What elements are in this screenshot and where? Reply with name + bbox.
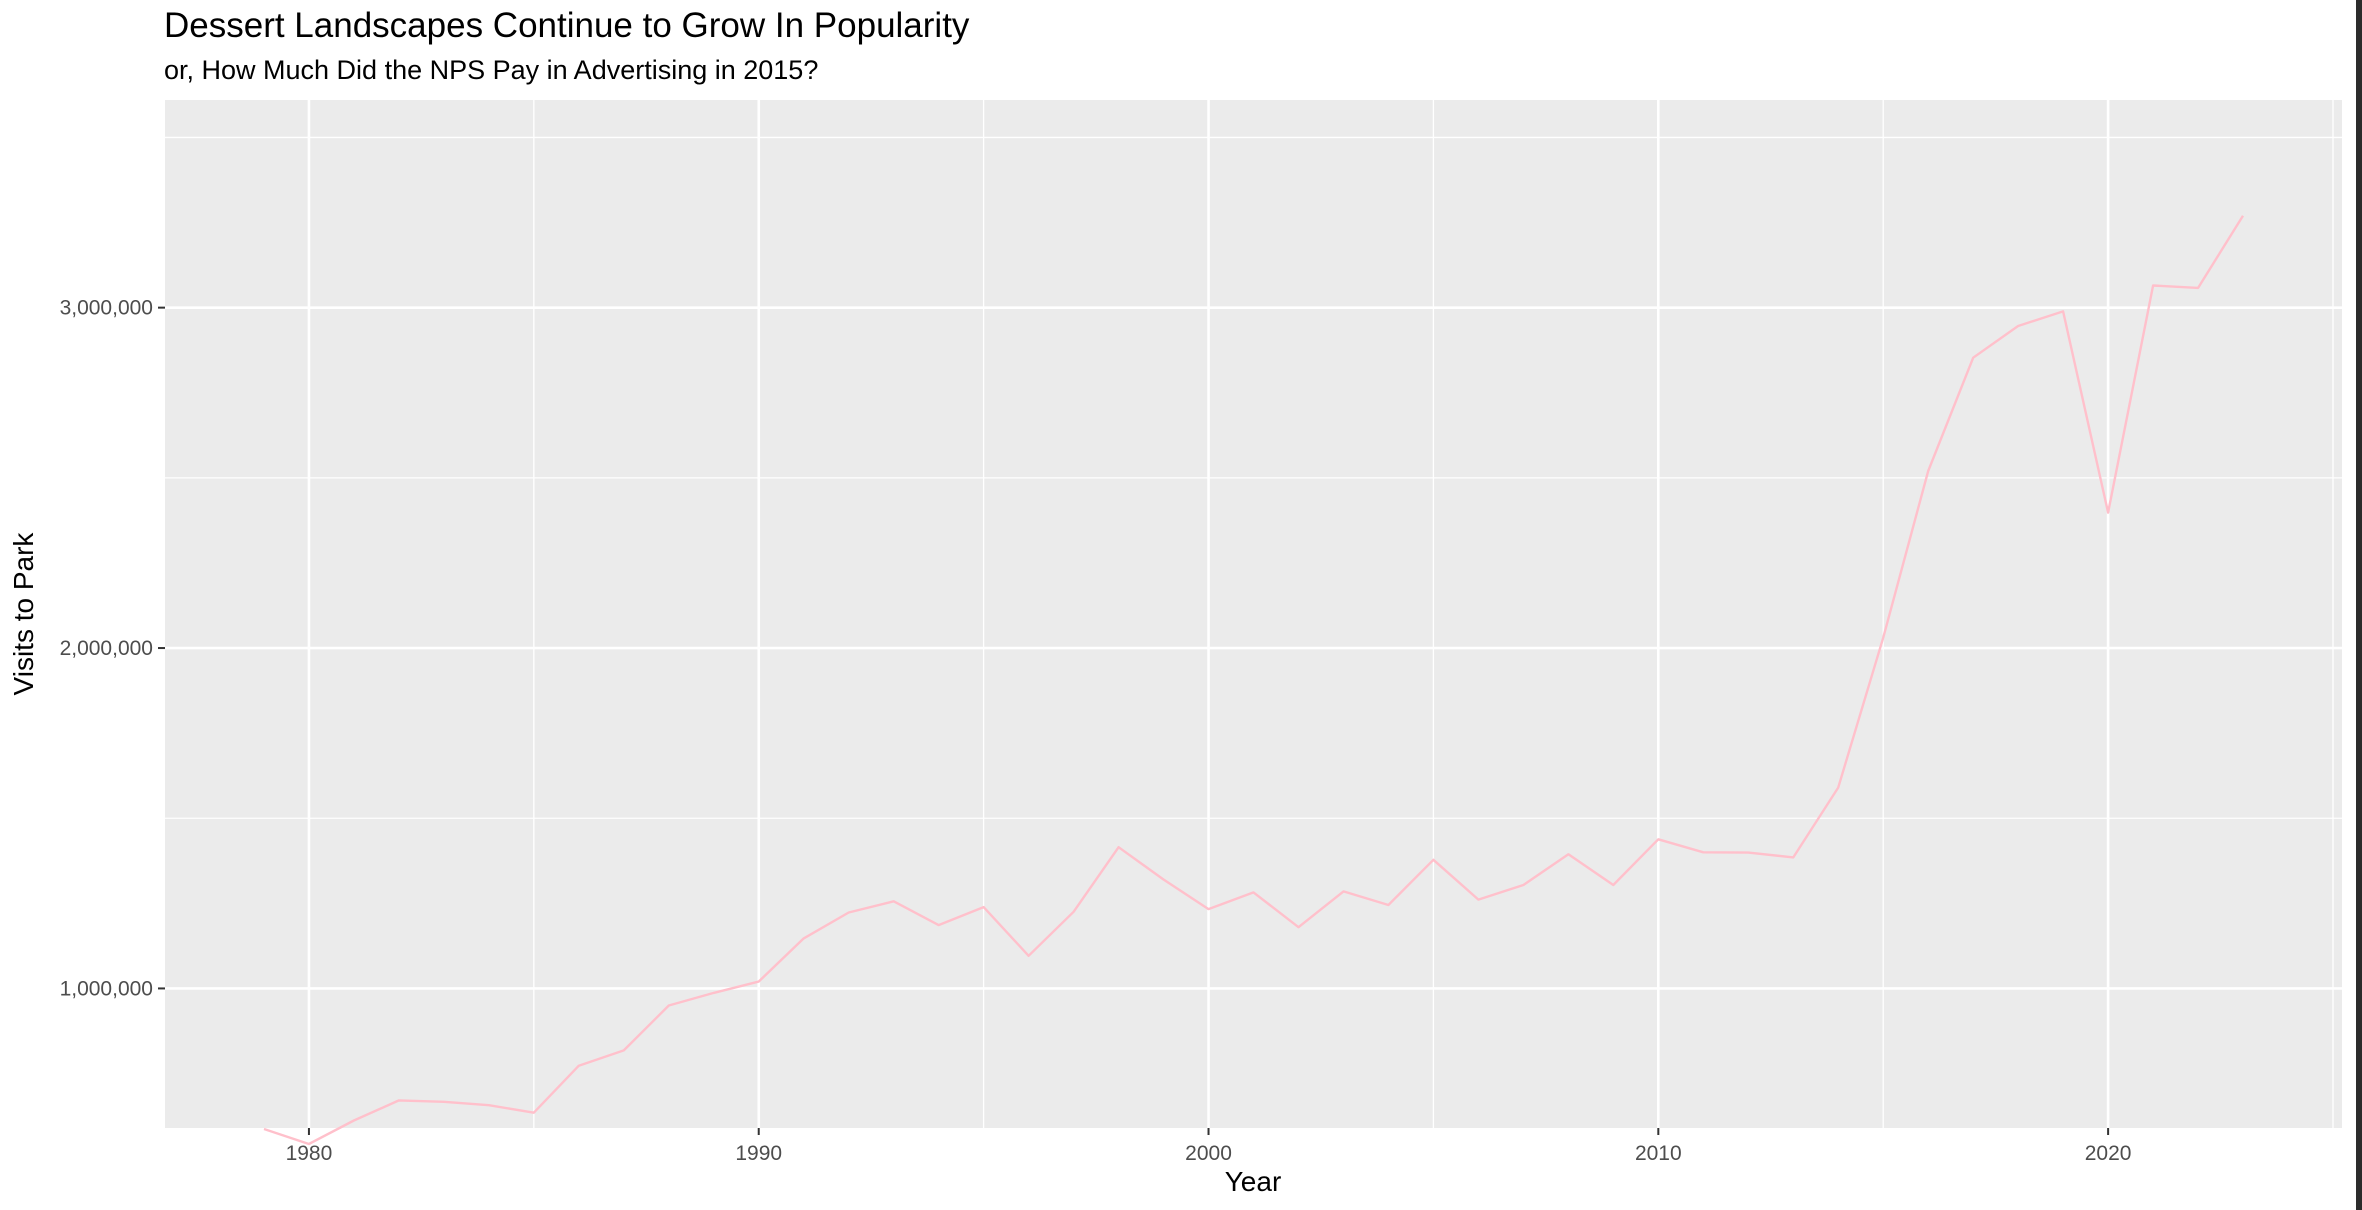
minor-gridlines: [165, 100, 2342, 1128]
y-axis-title: Visits to Park: [8, 532, 39, 696]
x-tick-label: 2000: [1185, 1142, 1232, 1165]
chart-subtitle: or, How Much Did the NPS Pay in Advertis…: [164, 55, 818, 85]
x-tick-label: 1980: [286, 1142, 333, 1165]
x-axis: 1980 1990 2000 2010 2020: [286, 1128, 2132, 1165]
series-layer: [263, 215, 2245, 1146]
y-tick-label: 3,000,000: [60, 297, 153, 320]
window-edge: [2356, 0, 2362, 1210]
x-tick-label: 1990: [735, 1142, 782, 1165]
plot-panel: [165, 100, 2342, 1128]
y-axis: 1,000,000 2,000,000 3,000,000: [60, 297, 165, 1000]
series-line: [263, 215, 2245, 1146]
major-gridlines: [165, 100, 2342, 1128]
y-tick-label: 2,000,000: [60, 637, 153, 660]
x-tick-label: 2010: [1635, 1142, 1682, 1165]
x-axis-title: Year: [1225, 1166, 1282, 1197]
chart-title: Dessert Landscapes Continue to Grow In P…: [164, 6, 970, 45]
y-tick-label: 1,000,000: [60, 977, 153, 1000]
x-tick-label: 2020: [2085, 1142, 2132, 1165]
